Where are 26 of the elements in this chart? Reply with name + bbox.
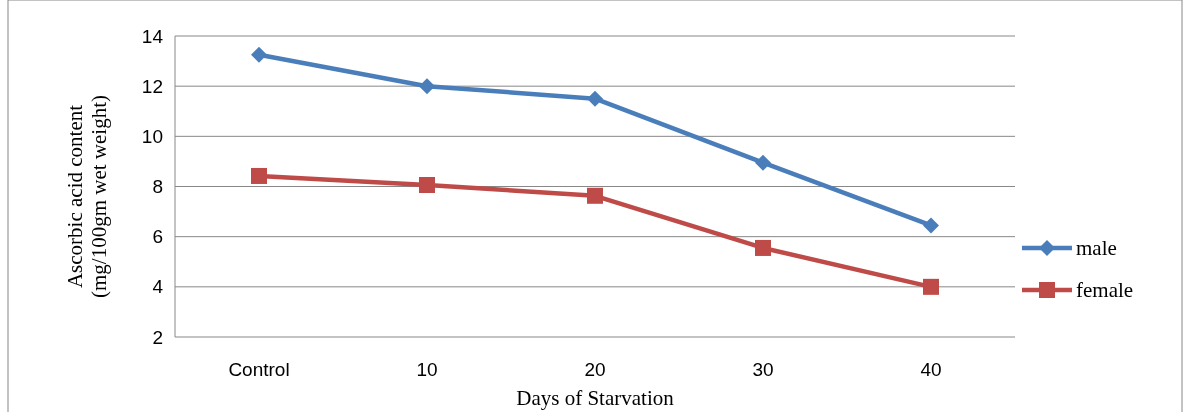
y-tick-label: 2 bbox=[152, 326, 163, 348]
point bbox=[251, 167, 267, 184]
x-axis-title: Days of Starvation bbox=[516, 386, 675, 410]
y-tick-label: 10 bbox=[141, 125, 163, 147]
point bbox=[251, 46, 267, 63]
point bbox=[923, 278, 939, 295]
y-tick-label: 12 bbox=[141, 75, 163, 97]
x-tick-label: 30 bbox=[752, 359, 774, 380]
point bbox=[587, 90, 603, 107]
legend-label: female bbox=[1076, 278, 1134, 303]
point bbox=[755, 154, 771, 171]
x-tick-label: Control bbox=[228, 359, 290, 380]
y-tick-label: 4 bbox=[152, 276, 164, 298]
x-tick-label: 20 bbox=[584, 359, 606, 380]
x-tick-label: 40 bbox=[920, 359, 942, 380]
point bbox=[419, 78, 435, 95]
legend-label: male bbox=[1076, 236, 1117, 261]
point bbox=[755, 239, 771, 256]
x-tick-label: 10 bbox=[416, 359, 438, 380]
point bbox=[419, 177, 435, 193]
y-tick-label: 6 bbox=[152, 226, 163, 248]
y-tick-label: 8 bbox=[152, 176, 163, 198]
point bbox=[587, 187, 603, 204]
y-axis-title: Ascorbic acid content (mg/100gm wet weight) bbox=[63, 95, 111, 298]
point bbox=[923, 217, 939, 234]
y-tick-label: 14 bbox=[141, 25, 164, 47]
